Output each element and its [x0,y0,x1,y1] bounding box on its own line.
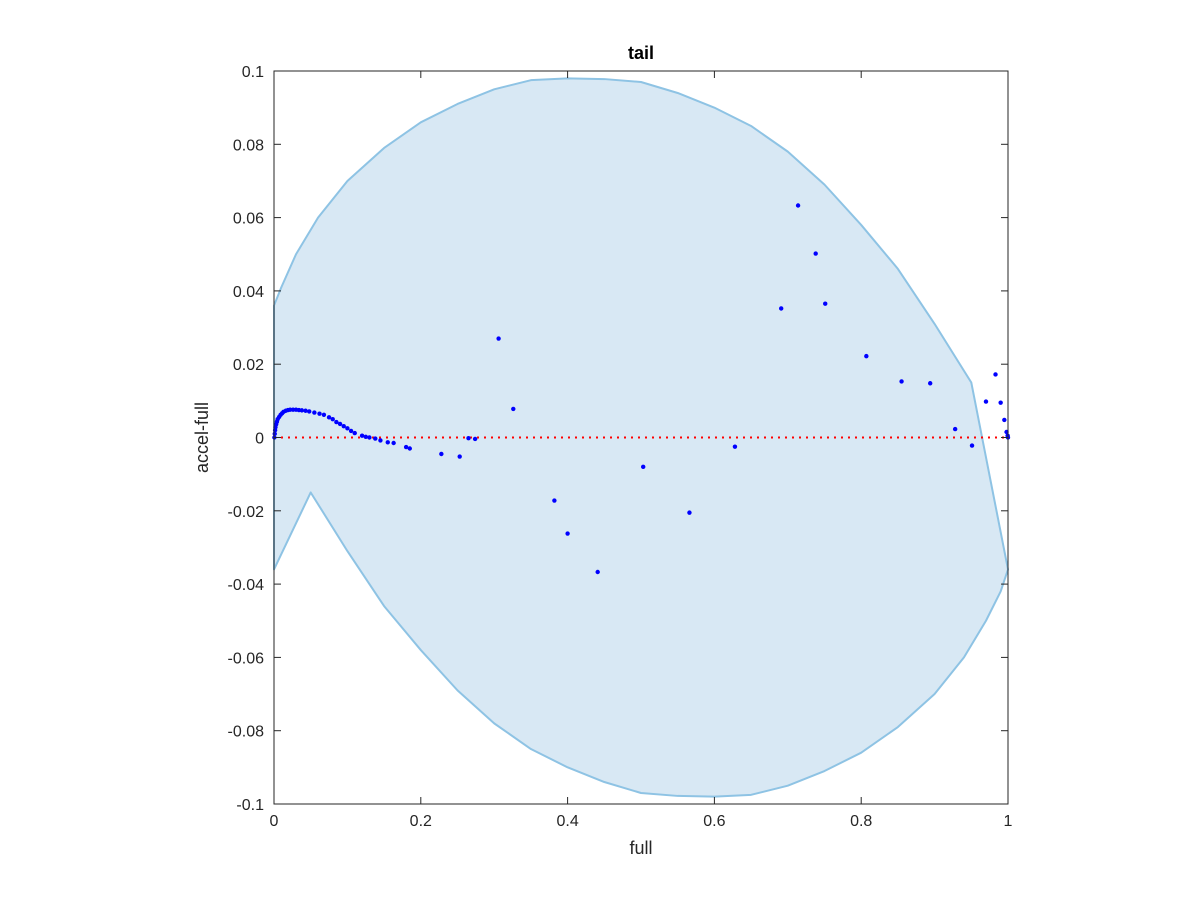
data-point [993,372,998,377]
data-point [334,419,339,425]
y-axis-ticks: 0.1 0.08 0.06 0.04 0.02 0 -0.02 -0.04 -0.06 -0.08… [228,64,1008,814]
data-point [307,409,312,414]
data-point [391,440,396,446]
data-point [983,399,989,404]
data-point [403,444,409,450]
y-tick-label: 0.06 [233,211,264,228]
x-axis-label: full [629,838,652,858]
data-point [927,381,933,386]
data-point [969,443,975,448]
data-point [352,430,357,436]
x-tick-label: 1 [1004,813,1013,830]
data-point [813,251,818,256]
data-point [363,434,368,439]
data-point [321,412,327,417]
data-point [823,301,828,306]
y-tick-label: 0.08 [233,137,264,154]
data-point [385,440,390,445]
y-tick-label: 0.02 [233,357,264,374]
data-point [457,454,462,459]
region-shape [273,77,1009,798]
data-point [341,423,346,429]
data-point [317,411,322,416]
y-tick-label: 0 [255,431,264,448]
data-point [899,379,904,384]
data-point [511,406,516,412]
data-point [326,415,332,420]
data-point [299,408,305,413]
data-point [778,306,784,311]
x-tick-label: 0 [270,813,279,830]
data-point [407,446,412,451]
chart-title: tail [628,43,654,63]
data-point [687,510,692,515]
x-axis-ticks: 0 0.2 0.4 0.6 0.8 1 [270,71,1013,830]
data-point [864,353,869,359]
y-tick-label: 0.04 [233,284,264,301]
x-tick-label: 0.4 [556,813,578,830]
data-point [795,203,801,208]
data-point [359,433,365,438]
data-point [472,436,478,442]
data-point [952,426,958,432]
data-point [565,531,570,536]
y-tick-label: -0.1 [236,797,264,814]
confidence-region [273,77,1009,798]
x-tick-label: 0.8 [850,813,872,830]
data-point [303,408,308,413]
y-tick-label: -0.04 [228,577,265,594]
data-point [367,435,372,440]
data-point [641,464,646,470]
data-point [312,410,317,415]
data-point [1002,417,1007,423]
y-tick-label: -0.08 [228,724,265,741]
data-point [732,444,738,449]
data-point [998,400,1003,405]
y-tick-label: 0.1 [242,64,264,81]
data-point [466,436,471,441]
x-tick-label: 0.6 [703,813,725,830]
data-point [496,336,501,341]
y-tick-label: -0.06 [228,650,265,667]
data-point [373,436,378,441]
data-point [345,426,350,431]
y-axis-label: accel-full [192,402,212,473]
data-point [378,438,383,443]
data-point [552,498,557,503]
data-point [439,451,444,457]
y-tick-label: -0.02 [228,504,265,521]
x-tick-label: 0.2 [410,813,432,830]
data-point [348,428,354,434]
data-point [337,421,343,427]
data-point [330,416,335,422]
data-point [595,569,600,575]
